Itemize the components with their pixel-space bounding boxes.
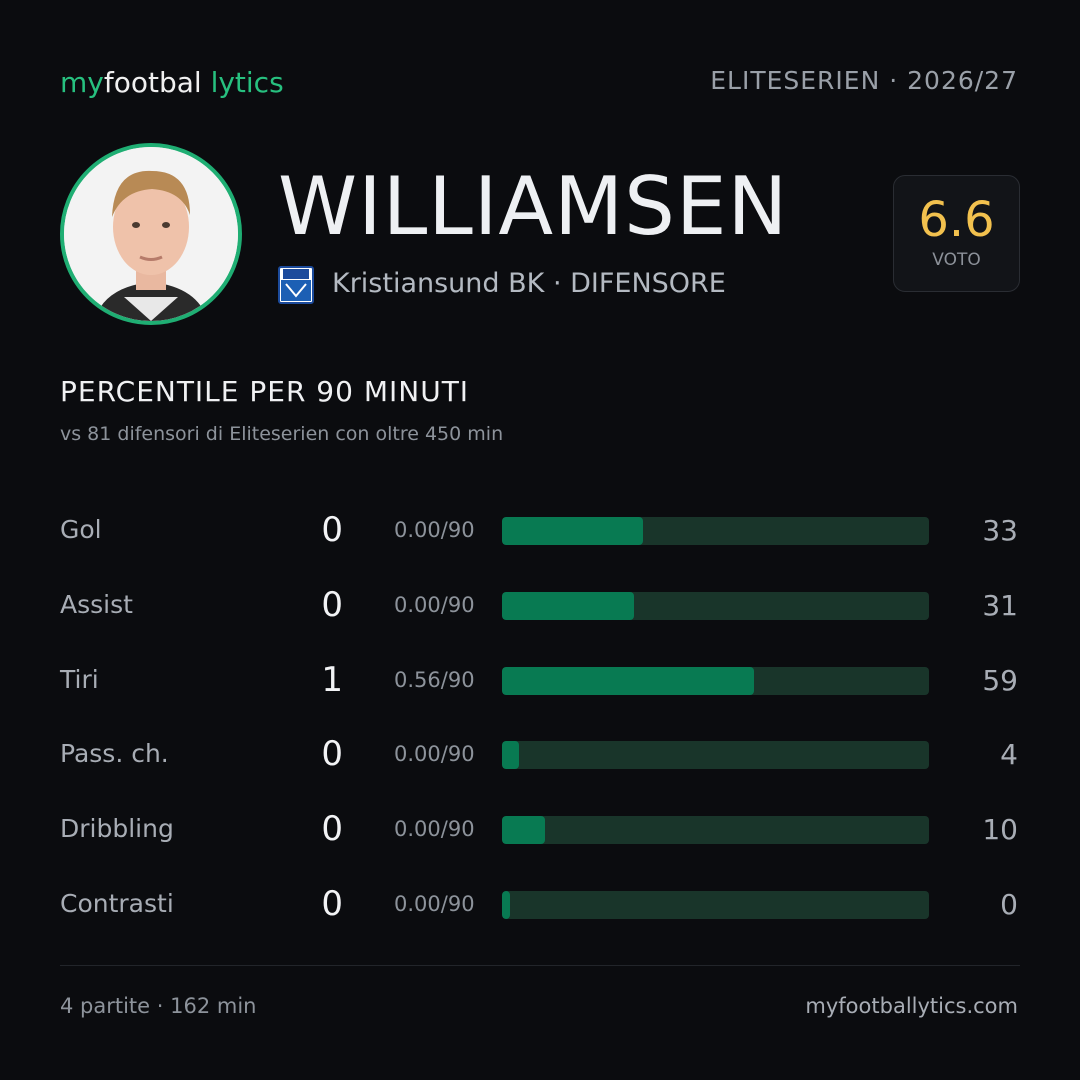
player-subtitle: Kristiansund BK · DIFENSORE: [332, 268, 726, 299]
stat-label: Gol: [60, 515, 102, 544]
bar-track: [502, 591, 929, 620]
stat-count: 0: [321, 734, 343, 775]
footer-left: 4 partite · 162 min: [60, 994, 257, 1018]
stat-percentile: 10: [982, 813, 1018, 847]
stat-label: Tiri: [60, 664, 99, 694]
stat-percentile: 0: [1000, 888, 1018, 921]
stat-per90: 0.00/90: [394, 592, 475, 617]
rating: 6.6: [918, 192, 995, 248]
stat-per90: 0.00/90: [394, 742, 475, 767]
bar: [502, 666, 754, 695]
bar: [502, 741, 520, 770]
player-photo: [60, 143, 242, 325]
logo-part: my: [60, 66, 104, 99]
stat-per90: 0.00/90: [394, 892, 475, 916]
player-name: WILLIAMSEN: [278, 160, 789, 253]
stat-label: Dribbling: [60, 814, 174, 844]
league: ELITESERIEN · 2026/27: [710, 66, 1018, 95]
bar-track: [502, 741, 929, 770]
stat-count: 0: [321, 884, 343, 924]
bar-track: [502, 816, 929, 845]
section-title: PERCENTILE PER 90 MINUTI: [60, 375, 470, 408]
logo-part: footbal: [103, 66, 202, 99]
bar: [502, 517, 643, 545]
stat-count: 0: [321, 584, 343, 625]
stat-percentile: 59: [982, 663, 1018, 697]
stat-label: Assist: [60, 589, 133, 619]
bar: [502, 891, 510, 919]
divider: [60, 965, 1020, 966]
logo-part: lytics: [210, 66, 284, 99]
stat-percentile: 31: [982, 588, 1018, 622]
bar: [502, 591, 635, 620]
stat-count: 1: [321, 659, 343, 700]
section-subtitle: vs 81 difensori di Eliteserien con oltre…: [60, 423, 504, 445]
stat-per90: 0.56/90: [394, 667, 475, 692]
stat-percentile: 33: [982, 514, 1018, 547]
rating-label: VOTO: [932, 250, 981, 270]
club-badge: [278, 266, 314, 304]
rating-box: 6.6 VOTO: [893, 175, 1020, 292]
stat-percentile: 4: [1000, 738, 1018, 772]
avatar: [64, 147, 238, 321]
bar: [502, 816, 545, 845]
footer-right: myfootballytics.com: [805, 994, 1018, 1018]
bar-track: [502, 666, 929, 695]
stat-per90: 0.00/90: [394, 518, 475, 542]
stat-count: 0: [321, 809, 343, 850]
bar-track: [502, 891, 929, 919]
logo: myfootbal lytics: [60, 66, 284, 99]
stat-count: 0: [321, 510, 343, 550]
stat-per90: 0.00/90: [394, 817, 475, 842]
stat-label: Pass. ch.: [60, 739, 169, 769]
stat-label: Contrasti: [60, 889, 174, 918]
bar-track: [502, 517, 929, 545]
